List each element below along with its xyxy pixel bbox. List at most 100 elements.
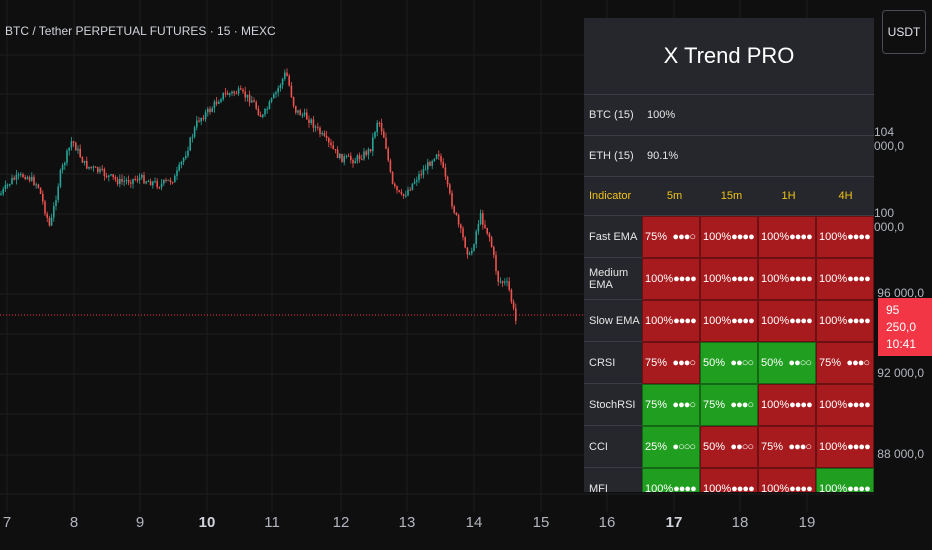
candle-body xyxy=(310,119,312,124)
candle-body xyxy=(81,157,84,163)
candle-body xyxy=(363,151,365,160)
candle-body xyxy=(251,100,253,103)
candle-body xyxy=(158,187,161,189)
indicator-percent: 100% xyxy=(761,483,790,492)
indicator-percent: 50% xyxy=(761,357,784,369)
strength-dots-icon: ●●●● xyxy=(789,315,813,327)
candle-body xyxy=(438,154,440,156)
candle-body xyxy=(495,255,497,272)
candle-body xyxy=(264,109,266,115)
time-axis-label: 7 xyxy=(2,514,12,531)
indicator-cell: 75% ●●●○ xyxy=(700,384,758,426)
candle-body xyxy=(411,183,414,190)
price-axis[interactable]: 104 000,0 100 000,0 96 000,0 92 000,0 88 000… xyxy=(874,0,932,512)
candle-body xyxy=(31,176,33,181)
panel-title: X Trend PRO xyxy=(584,18,874,95)
candle-body xyxy=(286,72,288,76)
candle-body xyxy=(50,217,53,226)
candle-body xyxy=(332,145,334,150)
candle-body xyxy=(114,177,117,180)
candle-body xyxy=(37,184,40,188)
candle-body xyxy=(449,184,451,193)
summary-value: 100% xyxy=(647,109,676,121)
indicator-percent: 100% xyxy=(645,315,674,327)
strength-dots-icon: ●●●● xyxy=(847,315,871,327)
candle-body xyxy=(46,213,48,218)
indicator-cell: 100% ●●●● xyxy=(816,468,874,492)
candle-body xyxy=(160,183,163,188)
candle-body xyxy=(424,169,427,171)
candle-body xyxy=(259,115,262,117)
candle-body xyxy=(312,119,315,128)
candle-body xyxy=(482,213,484,225)
candle-body xyxy=(427,161,429,170)
candle-body xyxy=(64,162,66,166)
candle-body xyxy=(68,147,70,151)
candle-body xyxy=(396,185,398,191)
candle-body xyxy=(20,174,22,176)
candle-body xyxy=(385,137,387,149)
indicator-row: CCI 25% ●○○○ 50% ●●○○ 75% ●●●○ 100% ●●●● xyxy=(584,426,874,468)
indicator-cell: 100% ●●●● xyxy=(816,216,874,258)
timeframe-header: 5m xyxy=(666,190,683,202)
candle-body xyxy=(512,301,515,309)
candle-body xyxy=(330,142,332,146)
candle-body xyxy=(240,88,242,90)
indicator-row: Slow EMA 100% ●●●● 100% ●●●● 100% ●●●● 100% ●●●● xyxy=(584,300,874,342)
candle-body xyxy=(242,89,244,92)
candle-body xyxy=(306,112,308,120)
time-axis-label: 16 xyxy=(598,514,616,531)
candle-body xyxy=(244,91,246,98)
indicator-percent: 100% xyxy=(819,399,848,411)
candle-body xyxy=(174,175,176,183)
candle-body xyxy=(149,181,152,186)
indicator-name: Fast EMA xyxy=(584,216,642,258)
time-axis-label: 8 xyxy=(69,514,79,531)
candle-body xyxy=(123,180,125,182)
candle-body xyxy=(460,224,462,229)
candle-body xyxy=(220,99,222,102)
strength-dots-icon: ●●●○ xyxy=(788,441,812,453)
candle-body xyxy=(510,289,513,302)
candle-body xyxy=(446,176,449,185)
candle-body xyxy=(376,122,378,133)
candle-body xyxy=(171,182,174,184)
strength-dots-icon: ●○○○ xyxy=(672,441,696,453)
indicator-cell: 100% ●●●● xyxy=(816,258,874,300)
candle-body xyxy=(317,126,319,128)
candle-body xyxy=(475,231,477,245)
summary-label: ETH (15) xyxy=(589,150,634,162)
price-axis-label: 100 000,0 xyxy=(874,206,905,234)
strength-dots-icon: ●●●● xyxy=(847,483,871,492)
candle-body xyxy=(504,281,506,283)
currency-button[interactable]: USDT xyxy=(882,10,926,54)
candle-body xyxy=(70,141,73,148)
strength-dots-icon: ●●●● xyxy=(789,273,813,285)
indicator-cell: 100% ●●●● xyxy=(642,258,700,300)
candle-body xyxy=(420,174,422,176)
last-price: 95 250,0 xyxy=(886,303,917,334)
candle-body xyxy=(365,151,367,155)
strength-dots-icon: ●●●● xyxy=(731,273,755,285)
candle-body xyxy=(281,78,284,86)
candle-body xyxy=(383,131,385,138)
strength-dots-icon: ●●○○ xyxy=(788,357,812,369)
indicator-cell: 100% ●●●● xyxy=(816,384,874,426)
indicator-percent: 100% xyxy=(819,483,848,492)
time-axis-label: 18 xyxy=(731,514,749,531)
candle-body xyxy=(11,177,13,185)
symbol-title[interactable]: BTC / Tether PERPETUAL FUTURES · 15 · ME… xyxy=(5,24,276,38)
candle-body xyxy=(334,149,337,151)
candle-body xyxy=(367,149,370,155)
candle-body xyxy=(72,141,75,143)
candle-body xyxy=(394,183,396,186)
time-axis-label: 15 xyxy=(532,514,550,531)
candle-body xyxy=(479,213,482,224)
candle-body xyxy=(141,175,143,178)
indicator-cell: 75% ●●●○ xyxy=(642,384,700,426)
candle-body xyxy=(268,101,271,110)
candle-body xyxy=(182,158,185,163)
time-axis[interactable]: 7 8 9 10 11 12 13 14 15 16 17 18 19 xyxy=(0,512,874,550)
candle-body xyxy=(462,228,464,238)
time-axis-label: 11 xyxy=(264,514,280,531)
